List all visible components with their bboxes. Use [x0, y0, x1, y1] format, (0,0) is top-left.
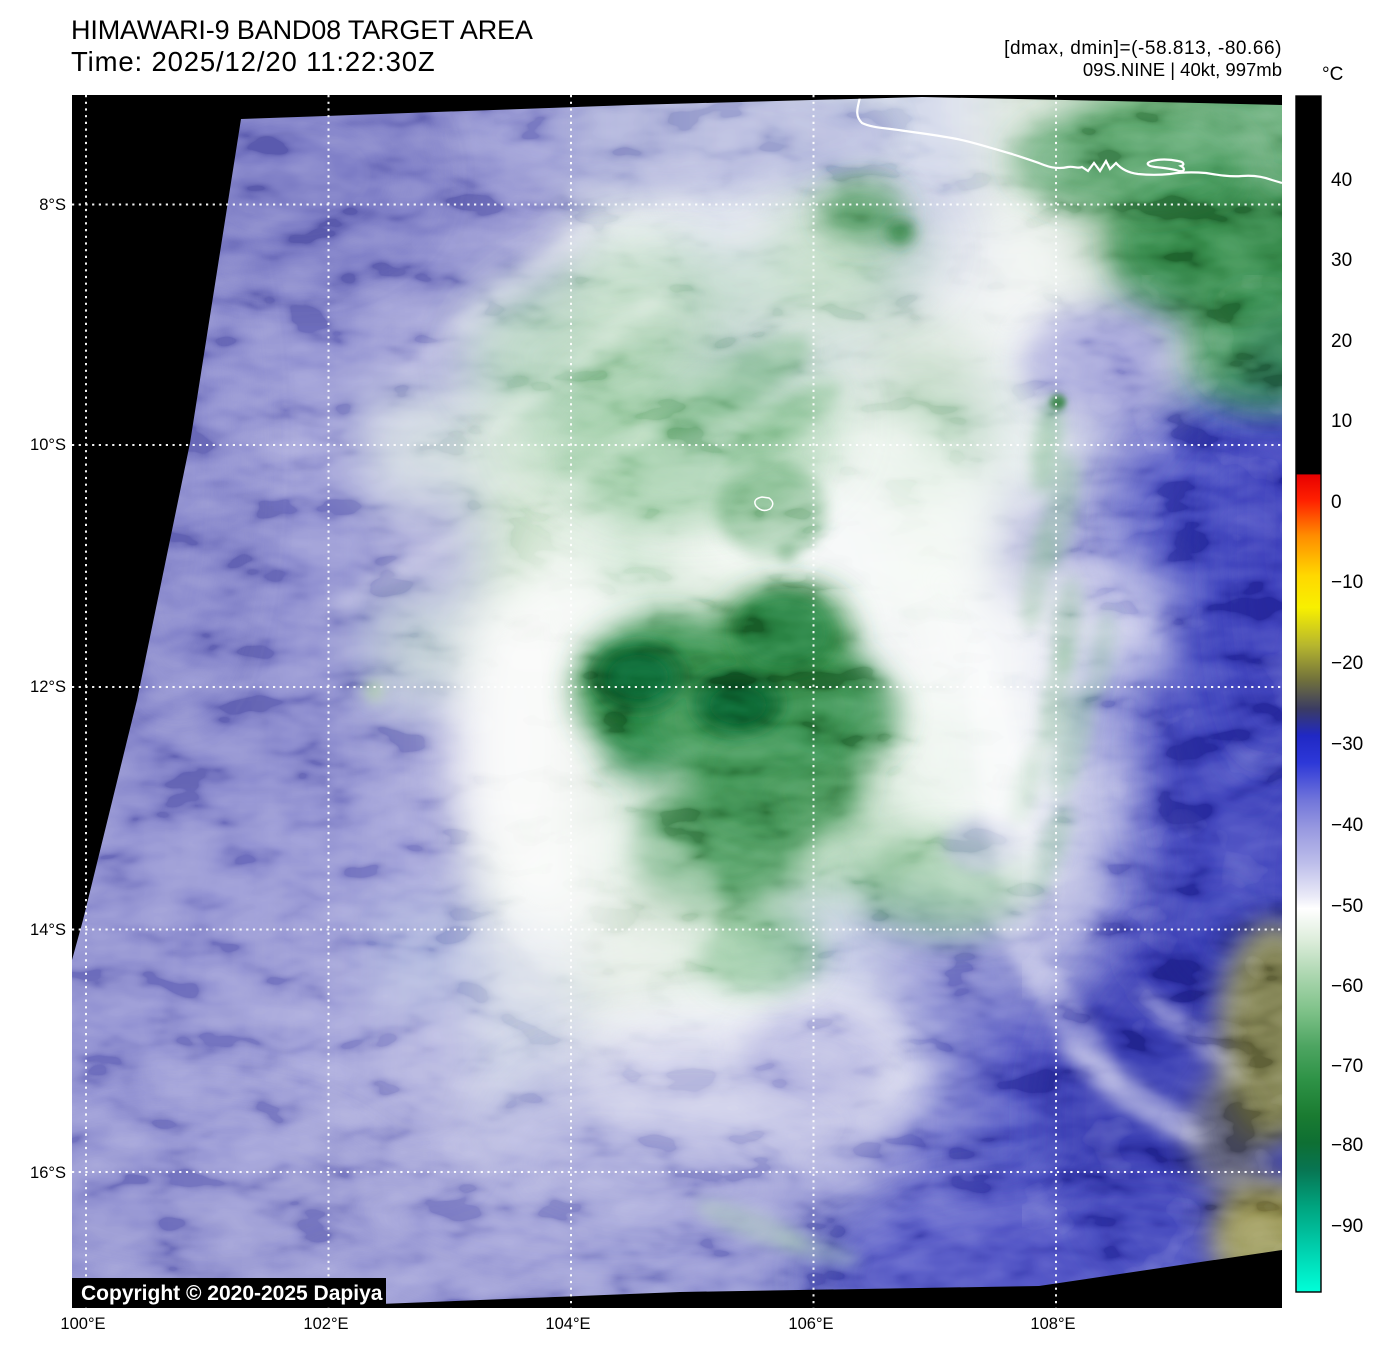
svg-text:Copyright © 2020-2025 Dapiya: Copyright © 2020-2025 Dapiya [81, 1282, 383, 1305]
